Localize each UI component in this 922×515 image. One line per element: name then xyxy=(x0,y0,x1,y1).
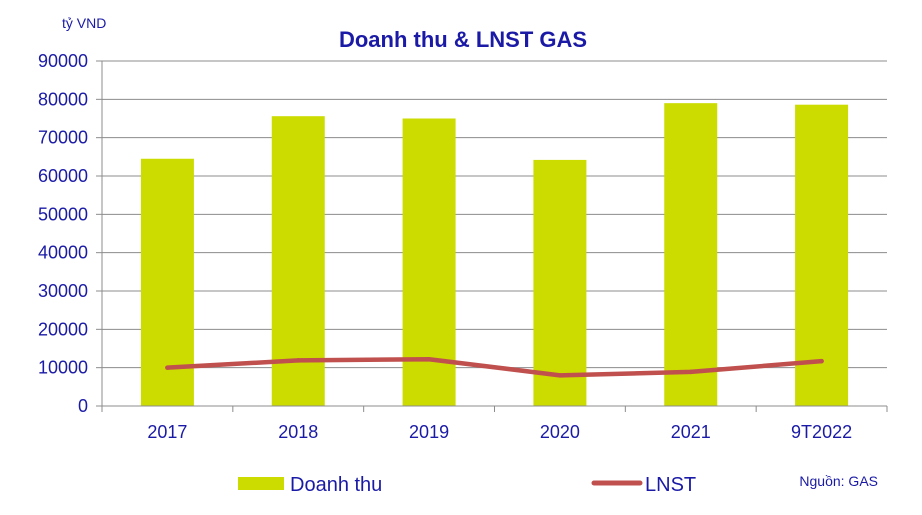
x-tick-label: 2019 xyxy=(409,422,449,442)
point-lnst-9t2022 xyxy=(819,358,824,364)
legend-swatch-doanh-thu xyxy=(238,477,284,490)
unit-label: tỷ VND xyxy=(62,15,106,31)
y-tick-label: 20000 xyxy=(38,319,88,339)
bar-doanh-thu-2018 xyxy=(271,116,325,406)
x-axis: 2017 2018 2019 2020 2021 9T2022 xyxy=(101,405,888,442)
y-tick-label: 0 xyxy=(78,396,88,416)
y-tick-label: 10000 xyxy=(38,358,88,378)
x-tick-label: 2018 xyxy=(278,422,318,442)
bar-doanh-thu-2021 xyxy=(664,103,718,407)
point-lnst-2021 xyxy=(688,369,693,375)
bar-series xyxy=(140,103,849,407)
y-tick-label: 40000 xyxy=(38,243,88,263)
y-tick-label: 30000 xyxy=(38,281,88,301)
y-tick-label: 70000 xyxy=(38,128,88,148)
bar-doanh-thu-9t2022 xyxy=(795,104,849,406)
point-lnst-2020 xyxy=(557,373,563,378)
x-tick-label: 2021 xyxy=(671,422,711,442)
y-tick-label: 50000 xyxy=(38,204,88,224)
legend-label-doanh-thu: Doanh thu xyxy=(290,474,382,496)
line-series xyxy=(165,356,824,378)
x-tick-label: 2017 xyxy=(147,422,187,442)
bar-doanh-thu-2020 xyxy=(533,159,587,406)
y-tick-label: 90000 xyxy=(38,51,88,71)
point-lnst-2018 xyxy=(296,358,301,363)
x-tick-label: 9T2022 xyxy=(791,422,852,442)
line-lnst xyxy=(165,356,824,378)
y-tick-label: 60000 xyxy=(38,166,88,186)
y-axis: 0 10000 20000 30000 40000 50000 60000 70000 8000… xyxy=(38,51,103,416)
legend: Doanh thu LNST xyxy=(238,474,696,496)
legend-label-lnst: LNST xyxy=(645,474,696,496)
source-note: Nguồn: GAS xyxy=(799,473,878,489)
gridlines xyxy=(102,60,887,369)
x-tick-label: 2020 xyxy=(540,422,580,442)
point-lnst-2019 xyxy=(426,357,432,362)
point-lnst-2017 xyxy=(165,365,170,370)
chart-title: Doanh thu & LNST GAS xyxy=(339,27,587,52)
y-tick-label: 80000 xyxy=(38,89,88,109)
